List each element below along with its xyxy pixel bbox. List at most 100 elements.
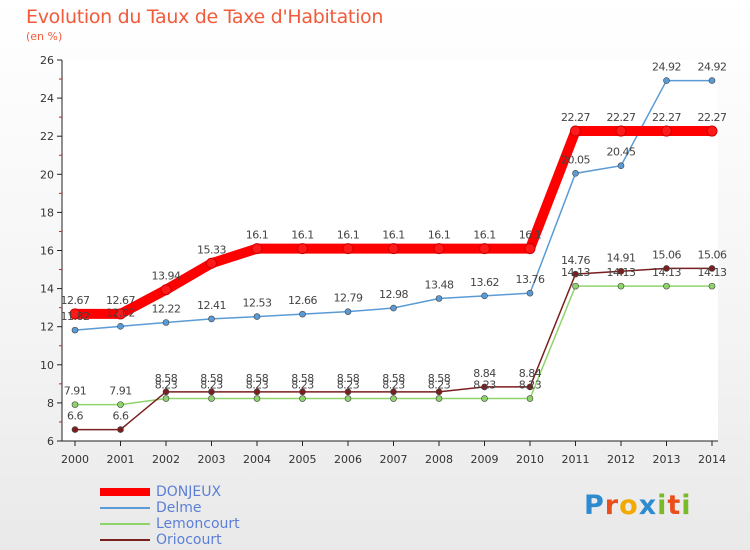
logo-letter: r: [604, 490, 620, 521]
x-tick-label: 2013: [653, 453, 681, 466]
data-point-lemoncourt: [162, 395, 170, 402]
data-point-oriocourt: [572, 270, 579, 278]
legend-swatch: [100, 488, 150, 496]
data-point-delme: [208, 315, 215, 323]
data-label-oriocourt: 8.84: [473, 367, 496, 380]
data-label-donjeux: 12.67: [106, 294, 135, 307]
y-tick-label: 24: [40, 92, 54, 105]
y-tick-label: 18: [40, 206, 54, 219]
data-point-lemoncourt: [708, 282, 716, 290]
data-label-delme: 13.62: [470, 276, 499, 289]
data-point-delme: [617, 162, 625, 170]
data-point-donjeux: [342, 243, 354, 255]
data-label-delme: 13.48: [425, 279, 454, 292]
data-label-delme: 12.22: [152, 303, 181, 316]
data-point-oriocourt: [481, 383, 488, 391]
y-tick-label: 22: [40, 130, 54, 143]
data-label-lemoncourt: 14.13: [561, 266, 590, 279]
data-label-lemoncourt: 8.23: [200, 379, 223, 392]
x-tick-label: 2011: [562, 453, 590, 466]
data-point-oriocourt: [162, 388, 170, 396]
data-label-lemoncourt: 8.23: [337, 379, 360, 392]
data-point-lemoncourt: [299, 395, 306, 402]
legend-item-oriocourt: Oriocourt: [100, 532, 240, 548]
data-point-delme: [481, 292, 488, 300]
data-label-delme: 12.79: [334, 292, 363, 305]
proxiti-logo: Proxiti: [584, 490, 692, 521]
data-point-delme: [572, 170, 579, 177]
data-label-delme: 13.76: [516, 273, 545, 286]
data-point-oriocourt: [71, 426, 79, 433]
data-label-donjeux: 16.1: [382, 229, 405, 242]
data-point-delme: [526, 289, 534, 297]
data-point-oriocourt: [208, 388, 215, 396]
data-point-delme: [117, 323, 124, 330]
data-point-oriocourt: [299, 388, 306, 396]
data-label-oriocourt: 8.58: [382, 372, 405, 385]
data-label-lemoncourt: 14.13: [652, 266, 681, 279]
logo-letter: t: [667, 490, 682, 521]
data-label-donjeux: 16.1: [519, 229, 542, 242]
x-tick-label: 2008: [425, 453, 453, 466]
y-tick-label: 20: [40, 168, 54, 181]
data-label-oriocourt: 6.6: [67, 410, 83, 423]
data-point-delme: [162, 319, 170, 326]
data-point-lemoncourt: [208, 395, 215, 402]
data-point-delme: [253, 313, 261, 320]
data-point-oriocourt: [663, 265, 670, 272]
data-point-donjeux: [524, 243, 536, 255]
data-point-donjeux: [388, 243, 399, 255]
data-point-lemoncourt: [435, 395, 443, 402]
x-tick-label: 2000: [61, 453, 89, 466]
data-point-lemoncourt: [344, 395, 352, 402]
data-label-oriocourt: 8.58: [291, 372, 314, 385]
data-point-donjeux: [115, 308, 126, 320]
x-tick-label: 2001: [107, 453, 135, 466]
data-label-donjeux: 22.27: [652, 111, 681, 124]
data-point-delme: [663, 77, 670, 84]
data-label-delme: 11.82: [61, 310, 90, 323]
x-tick-label: 2010: [516, 453, 544, 466]
data-label-donjeux: 22.27: [698, 111, 727, 124]
data-label-oriocourt: 8.58: [337, 372, 360, 385]
data-label-lemoncourt: 8.23: [519, 379, 542, 392]
data-point-delme: [390, 304, 397, 312]
data-label-oriocourt: 15.06: [698, 248, 727, 261]
data-point-oriocourt: [253, 388, 261, 396]
data-label-oriocourt: 8.58: [155, 372, 178, 385]
data-point-delme: [708, 77, 716, 84]
data-point-lemoncourt: [572, 282, 579, 290]
logo-letter: i: [657, 490, 668, 521]
data-label-lemoncourt: 8.23: [473, 379, 496, 392]
data-label-oriocourt: 14.76: [561, 254, 590, 267]
data-label-lemoncourt: 8.23: [155, 379, 178, 392]
data-label-lemoncourt: 8.23: [291, 379, 314, 392]
data-label-donjeux: 22.27: [561, 111, 590, 124]
data-label-lemoncourt: 8.23: [428, 379, 451, 392]
data-label-oriocourt: 8.58: [246, 372, 269, 385]
x-tick-label: 2005: [289, 453, 317, 466]
data-point-delme: [344, 308, 352, 315]
data-point-lemoncourt: [117, 401, 124, 408]
data-label-delme: 12.53: [243, 297, 272, 310]
data-point-lemoncourt: [390, 395, 397, 402]
chart-legend: DONJEUX Delme Lemoncourt Oriocourt: [100, 484, 240, 548]
chart-subtitle: (en %): [26, 30, 63, 43]
data-point-lemoncourt: [481, 395, 488, 402]
data-label-delme: 12.02: [106, 306, 135, 319]
data-point-donjeux: [251, 243, 263, 255]
data-point-oriocourt: [526, 383, 534, 391]
x-tick-label: 2014: [698, 453, 726, 466]
y-tick-label: 12: [40, 321, 54, 334]
data-point-lemoncourt: [253, 395, 261, 402]
legend-label: Lemoncourt: [156, 516, 240, 532]
data-point-oriocourt: [117, 426, 124, 433]
y-tick-label: 16: [40, 245, 54, 258]
data-point-donjeux: [570, 125, 581, 137]
data-point-oriocourt: [390, 388, 397, 396]
data-label-donjeux: 22.27: [607, 111, 636, 124]
data-label-donjeux: 16.1: [337, 229, 360, 242]
x-tick-label: 2004: [243, 453, 271, 466]
data-label-lemoncourt: 14.13: [607, 266, 636, 279]
